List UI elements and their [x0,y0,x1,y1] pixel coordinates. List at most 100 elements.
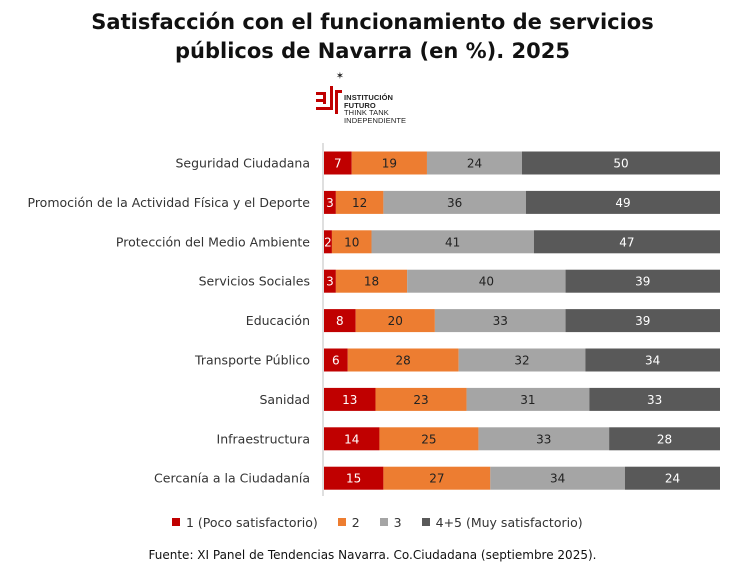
bar-segment [585,348,720,372]
bar-segment [324,309,356,333]
bar-segment [324,387,376,411]
data-label: 47 [619,235,634,249]
bar-segment [351,151,427,175]
data-label: 12 [352,196,367,210]
chart-title-line-1: Satisfacción con el funcionamiento de se… [91,10,654,34]
bar-segment [383,466,491,490]
bar-segment [624,466,720,490]
bar-segment [347,348,459,372]
data-label: 6 [332,354,340,368]
data-label: 7 [334,157,342,171]
legend-item: 1 (Poco satisfactorio) [172,515,318,530]
data-label: 14 [344,432,359,446]
category-label: Protección del Medio Ambiente [116,234,310,249]
bar-segment [324,466,384,490]
bar-segment [331,230,372,254]
category-label: Sanidad [259,392,310,407]
legend-item: 4+5 (Muy satisfactorio) [421,514,583,530]
chart-legend: 1 (Poco satisfactorio) 2 3 4+5 (Muy satisfa… [172,514,603,530]
legend-item: 2 [337,515,360,530]
chart-title-line-2: públicos de Navarra (en %). 2025 [175,39,570,63]
legend-swatch [172,518,180,526]
bar-segment [458,348,586,372]
data-label: 27 [429,472,444,486]
legend-label: 4+5 (Muy satisfactorio) [435,514,583,530]
legend-item: 3 [379,514,402,530]
bar-segment [407,269,566,293]
data-label: 24 [665,472,680,486]
data-label: 33 [493,314,508,328]
data-label: 19 [382,157,397,171]
category-label: Educación [246,313,310,328]
institucion-futuro-logo: ✶ INSTITUCIÓN FUTURO THINK TANK INDEPEND… [314,70,424,128]
data-label: 32 [514,354,529,368]
category-label: Servicios Sociales [199,274,310,289]
bar-segment [324,151,352,175]
bar-segment [324,427,380,451]
data-label: 23 [413,393,428,407]
category-label: Transporte Público [194,353,310,368]
legend-swatch [421,518,430,526]
data-label: 13 [342,393,357,407]
bar-segment [522,151,720,175]
logo-mark-icon: ✶ [316,71,344,114]
chart-title: Satisfacción con el funcionamiento de se… [0,8,745,66]
logo-line-2: FUTURO [344,100,376,110]
category-label: Cercanía a la Ciudadanía [154,471,310,486]
bar-segment [565,269,720,293]
bar-segment [371,230,534,254]
category-label: Promoción de la Actividad Física y el De… [28,195,311,210]
data-label: 34 [550,472,565,486]
bar-segment [335,269,408,293]
bar-segment [324,190,336,214]
data-label: 41 [445,235,460,249]
legend-swatch [337,518,346,526]
data-label: 33 [647,393,662,407]
data-label: 49 [615,196,630,210]
bar-segment [375,387,467,411]
bar-segment [335,190,384,214]
bar-segment [565,309,720,333]
data-label: 40 [479,275,494,289]
bar-segment [533,230,720,254]
stacked-bar-chart: Seguridad Ciudadana 7 19 24 50 Promoción de l… [28,143,720,496]
bar-segment [478,427,610,451]
bar-segment [525,190,720,214]
data-label: 25 [421,432,436,446]
bar-segment [434,309,566,333]
bar-segment [324,230,332,254]
data-label: 39 [635,275,650,289]
logo-line-1: INSTITUCIÓN [344,93,394,102]
data-label: 31 [520,393,535,407]
logo-star-icon: ✶ [336,71,344,82]
bar-segment [324,348,348,372]
logo-line-3: THINK TANK [344,108,389,117]
data-label: 39 [635,314,650,328]
bar-segment [426,151,522,175]
category-label: Seguridad Ciudadana [176,156,311,171]
bar-segment [379,427,479,451]
data-label: 8 [336,314,344,328]
data-label: 3 [326,196,334,210]
bar-segment [609,427,720,451]
data-label: 2 [324,235,332,249]
data-label: 18 [364,275,379,289]
data-label: 24 [467,157,482,171]
data-label: 33 [536,432,551,446]
bar-segment [324,269,336,293]
data-label: 28 [396,354,411,368]
bar-segment [490,466,625,490]
category-label: Infraestructura [217,431,310,446]
legend-label: 1 (Poco satisfactorio) [186,514,318,530]
source-note: Fuente: XI Panel de Tendencias Navarra. … [148,548,597,562]
bar-segment [383,190,526,214]
logo-text: INSTITUCIÓN FUTURO THINK TANK INDEPENDIE… [344,94,406,124]
data-label: 34 [645,354,660,368]
data-label: 36 [447,196,462,210]
legend-swatch [379,518,388,526]
legend-label: 3 [393,514,402,530]
data-label: 50 [613,157,628,171]
bar-segment [589,387,720,411]
data-label: 28 [657,432,672,446]
data-label: 20 [388,314,403,328]
